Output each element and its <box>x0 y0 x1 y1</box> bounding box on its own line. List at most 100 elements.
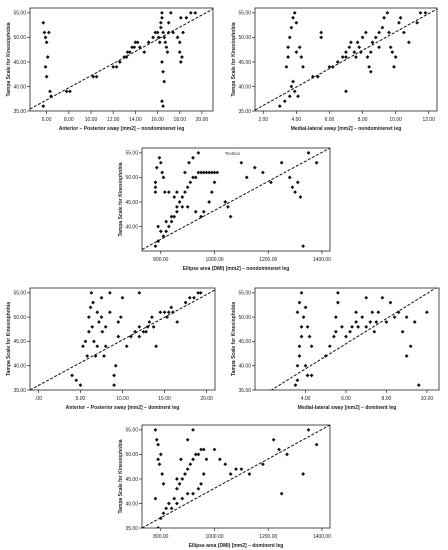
y-axis-label: Tampa Scale for Kinesiophobia <box>6 22 12 96</box>
y-tick-label: 40.00 <box>13 84 26 90</box>
chart-p5: 4.00 6.00 8.00 10.00 35.00 40.00 45.00 50.00 55.… <box>231 287 440 411</box>
data-point <box>164 219 169 224</box>
data-point <box>344 89 348 94</box>
data-point <box>319 35 324 40</box>
data-point <box>223 200 228 204</box>
chart-p2: 2.00 4.00 6.00 8.00 10.00 12.00 35.00 40.00 45.0… <box>231 7 438 132</box>
data-point <box>299 324 304 329</box>
y-tick-label: 45.00 <box>13 60 26 66</box>
data-point <box>117 60 122 64</box>
data-point <box>41 20 46 25</box>
x-axis-label: Ellipse area (DMI) [mm2] – nondominenet … <box>183 266 290 272</box>
data-point <box>177 200 182 204</box>
data-point <box>160 170 165 175</box>
data-point <box>166 224 171 229</box>
x-tick-label: 5.00 <box>76 396 86 402</box>
y-tick-label: 35.00 <box>238 109 251 115</box>
data-point <box>193 452 198 457</box>
data-point <box>295 180 300 185</box>
y-tick-label: 50.00 <box>238 35 251 41</box>
regression-line <box>142 148 330 250</box>
data-point <box>175 501 179 506</box>
data-point <box>390 50 395 55</box>
y-tick-label: 55.00 <box>238 11 251 17</box>
data-point <box>130 45 134 50</box>
data-point <box>198 290 203 295</box>
x-axis-label: Ellipse area (DMI) [mm2] – dominent leg <box>189 543 284 549</box>
data-point <box>164 229 169 234</box>
data-point <box>120 295 125 300</box>
data-point <box>331 334 336 339</box>
data-point <box>163 40 168 45</box>
data-point <box>172 496 177 501</box>
y-tick-label: 55.00 <box>125 428 138 434</box>
data-point <box>94 74 99 79</box>
data-point <box>228 472 233 476</box>
data-point <box>100 329 105 334</box>
data-point <box>114 64 119 69</box>
data-point <box>160 99 164 104</box>
data-point <box>160 472 165 476</box>
data-point <box>157 462 162 467</box>
data-point <box>81 344 85 349</box>
data-point <box>161 104 165 108</box>
data-point <box>284 64 289 69</box>
data-point <box>68 89 72 94</box>
y-tick-label: 35.00 <box>13 109 26 115</box>
data-point <box>165 50 170 55</box>
data-point <box>169 219 174 224</box>
data-point <box>297 344 302 349</box>
data-point <box>397 20 401 25</box>
data-point <box>185 204 190 209</box>
data-point <box>166 190 171 195</box>
data-point <box>137 45 142 50</box>
x-tick-label: 10.00 <box>85 117 98 123</box>
data-point <box>327 344 332 349</box>
plot-area <box>30 289 215 390</box>
data-point <box>169 506 174 511</box>
data-point <box>153 428 158 432</box>
data-point <box>64 89 69 94</box>
x-tick-label: 14.00 <box>129 117 142 123</box>
data-point <box>199 214 203 219</box>
data-point <box>132 45 137 50</box>
data-point <box>161 511 166 516</box>
x-axis-label: Anterior – Posterior sway [mm2] – nondom… <box>59 126 185 132</box>
data-point <box>43 35 48 40</box>
data-point <box>299 334 304 339</box>
x-tick-label: 15.00 <box>158 396 171 402</box>
x-tick-label: 1200.00 <box>259 257 277 263</box>
regression-line <box>142 425 330 528</box>
data-point <box>166 501 171 506</box>
data-point <box>178 60 183 64</box>
data-point <box>191 428 195 432</box>
data-point <box>212 180 217 185</box>
data-point <box>145 324 150 329</box>
data-point <box>44 74 49 79</box>
data-point <box>199 481 203 486</box>
data-point <box>153 30 158 35</box>
data-point <box>160 60 164 64</box>
x-tick-label: 6.00 <box>341 396 351 402</box>
data-point <box>116 320 121 324</box>
data-point <box>135 40 140 45</box>
data-point <box>162 190 167 195</box>
plot-area <box>255 8 437 111</box>
chart-p6: 800.00 1000.00 1200.00 1400.00 35.00 40.00 45.… <box>118 424 331 549</box>
data-point <box>299 290 304 295</box>
data-point <box>151 35 156 40</box>
data-point <box>340 55 345 59</box>
data-point <box>184 15 189 20</box>
data-point <box>344 334 348 339</box>
data-point <box>175 209 179 214</box>
data-point <box>46 30 51 35</box>
regression-line <box>30 8 213 110</box>
data-point <box>118 315 123 320</box>
data-point <box>74 378 79 383</box>
data-point <box>158 20 163 25</box>
data-point <box>370 310 375 315</box>
x-tick-label: 16.00 <box>151 117 164 123</box>
y-tick-label: 45.00 <box>125 477 138 483</box>
data-point <box>188 180 193 185</box>
x-axis-label: Medial-lateral sway [mm2] – dominent leg <box>298 405 397 411</box>
